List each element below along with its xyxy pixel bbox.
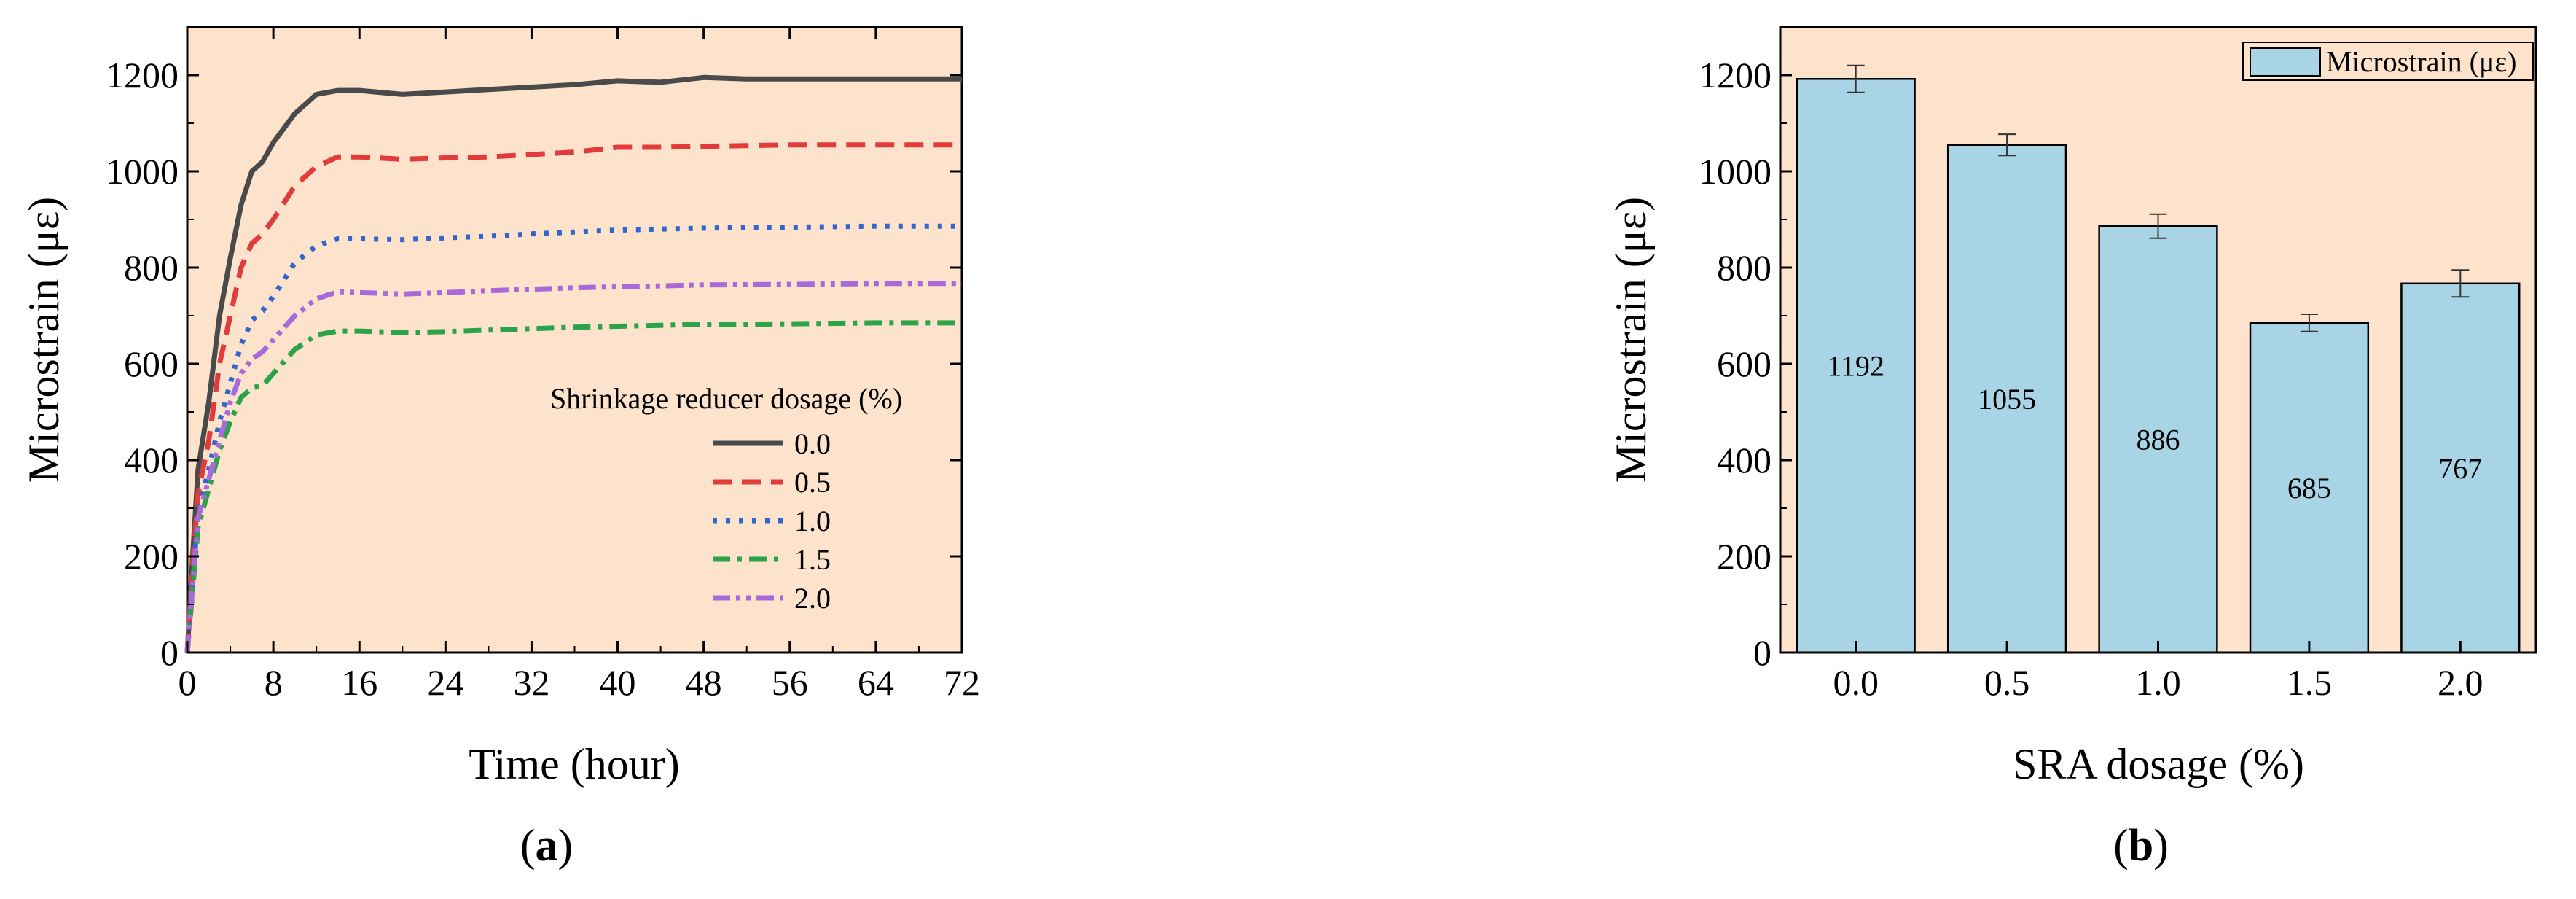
panel-b-bar-chart: 1192 1055 886 685 767 0.0 0.5 1.0 1.5 2.0 0 200 400…: [1607, 26, 2537, 871]
y-tick-label-a: 600: [124, 343, 179, 384]
x-tick-label-b: 1.0: [2135, 662, 2181, 703]
plot-frame-b: [1779, 26, 2537, 654]
x-axis-title-a: Time (hour): [469, 740, 679, 788]
x-tick-label-a: 0: [179, 662, 197, 703]
x-tick-label-b: 2.0: [2438, 662, 2483, 703]
y-tick-label-a: 1200: [106, 55, 179, 96]
x-tick-label-b: 0.0: [1833, 662, 1879, 703]
y-axis-title-b: Microstrain (με): [1607, 197, 1655, 483]
line-series-1-5: [184, 320, 962, 653]
y-tick-label-b: 200: [1717, 536, 1772, 577]
y-tick-label-b: 400: [1717, 440, 1772, 480]
legend-b: Microstrain (με): [2242, 42, 2534, 81]
y-tick-label-b: 0: [1753, 632, 1772, 673]
y-axis-title-a: Microstrain (με): [20, 197, 68, 483]
bar-value-label: 767: [2438, 452, 2482, 485]
x-tick-label-a: 56: [772, 662, 808, 703]
y-tick-label-b: 800: [1717, 247, 1772, 288]
y-tick-label-a: 0: [160, 632, 179, 673]
y-tick-label-b: 1000: [1699, 151, 1772, 192]
bar-value-label: 1192: [1827, 350, 1884, 383]
y-tick-label-a: 200: [124, 536, 179, 577]
x-axis-title-b: SRA dosage (%): [2013, 740, 2304, 788]
x-tick-label-b: 1.5: [2287, 662, 2333, 703]
legend-label-1-0: 1.0: [794, 505, 831, 537]
x-tick-label-a: 40: [600, 662, 636, 703]
y-tick-label-a: 800: [124, 247, 179, 288]
bar-value-label: 1055: [1978, 383, 2036, 416]
legend-label-1-5: 1.5: [794, 543, 831, 576]
legend-label-2-0: 2.0: [794, 582, 831, 615]
y-tick-label-b: 1200: [1699, 55, 1772, 96]
line-series-1-0: [184, 223, 962, 653]
panel-label-a: (a): [520, 821, 573, 871]
y-tick-label-a: 400: [124, 440, 179, 480]
x-tick-label-a: 48: [686, 662, 722, 703]
legend-title: Shrinkage reducer dosage (%): [550, 382, 902, 415]
plot-background-a: [186, 26, 963, 654]
x-tick-label-a: 16: [341, 662, 377, 703]
x-tick-label-a: 64: [858, 662, 894, 703]
panel-a-line-chart: 0 8 16 24 32 40 48 56 64 72020040060080010001200 …: [20, 26, 980, 871]
panel-label-b: (b): [2113, 821, 2169, 871]
x-tick-label-b: 0.5: [1984, 662, 2030, 703]
legend-a: Shrinkage reducer dosage (%) 0.0 0.5 1.0 1.…: [550, 382, 902, 615]
y-tick-label-b: 600: [1717, 343, 1772, 384]
x-tick-label-a: 8: [265, 662, 283, 703]
legend-label-0-5: 0.5: [794, 466, 831, 499]
line-series-0-0: [184, 74, 962, 653]
y-tick-label-a: 1000: [106, 151, 179, 192]
line-series-0-5: [184, 142, 962, 653]
axes-b: 0.0 0.5 1.0 1.5 2.0 0 200 400 600 800 1000 1200: [1699, 26, 2537, 703]
bar-2-0: [2400, 282, 2521, 654]
line-series-group: [184, 74, 962, 653]
bar-value-label: 685: [2287, 472, 2331, 505]
axes-a: 0 8 16 24 32 40 48 56 64 72 0 200 400 600 800 1000 1200: [106, 27, 980, 703]
bar-series-group: 1192 1055 886 685 767: [1796, 64, 2521, 654]
panel-letter-b: b: [2129, 821, 2153, 871]
bar-0-0: [1796, 78, 1916, 654]
legend-swatch-b: [2250, 47, 2321, 77]
bar-value-label: 886: [2137, 424, 2180, 456]
legend-label-0-0: 0.0: [794, 427, 831, 460]
panel-letter-a: a: [536, 821, 558, 871]
bar-1-0: [2098, 225, 2218, 654]
x-tick-label-a: 24: [427, 662, 463, 703]
x-tick-label-a: 72: [944, 662, 980, 703]
legend-label-b: Microstrain (με): [2326, 45, 2517, 78]
x-tick-label-a: 32: [513, 662, 549, 703]
